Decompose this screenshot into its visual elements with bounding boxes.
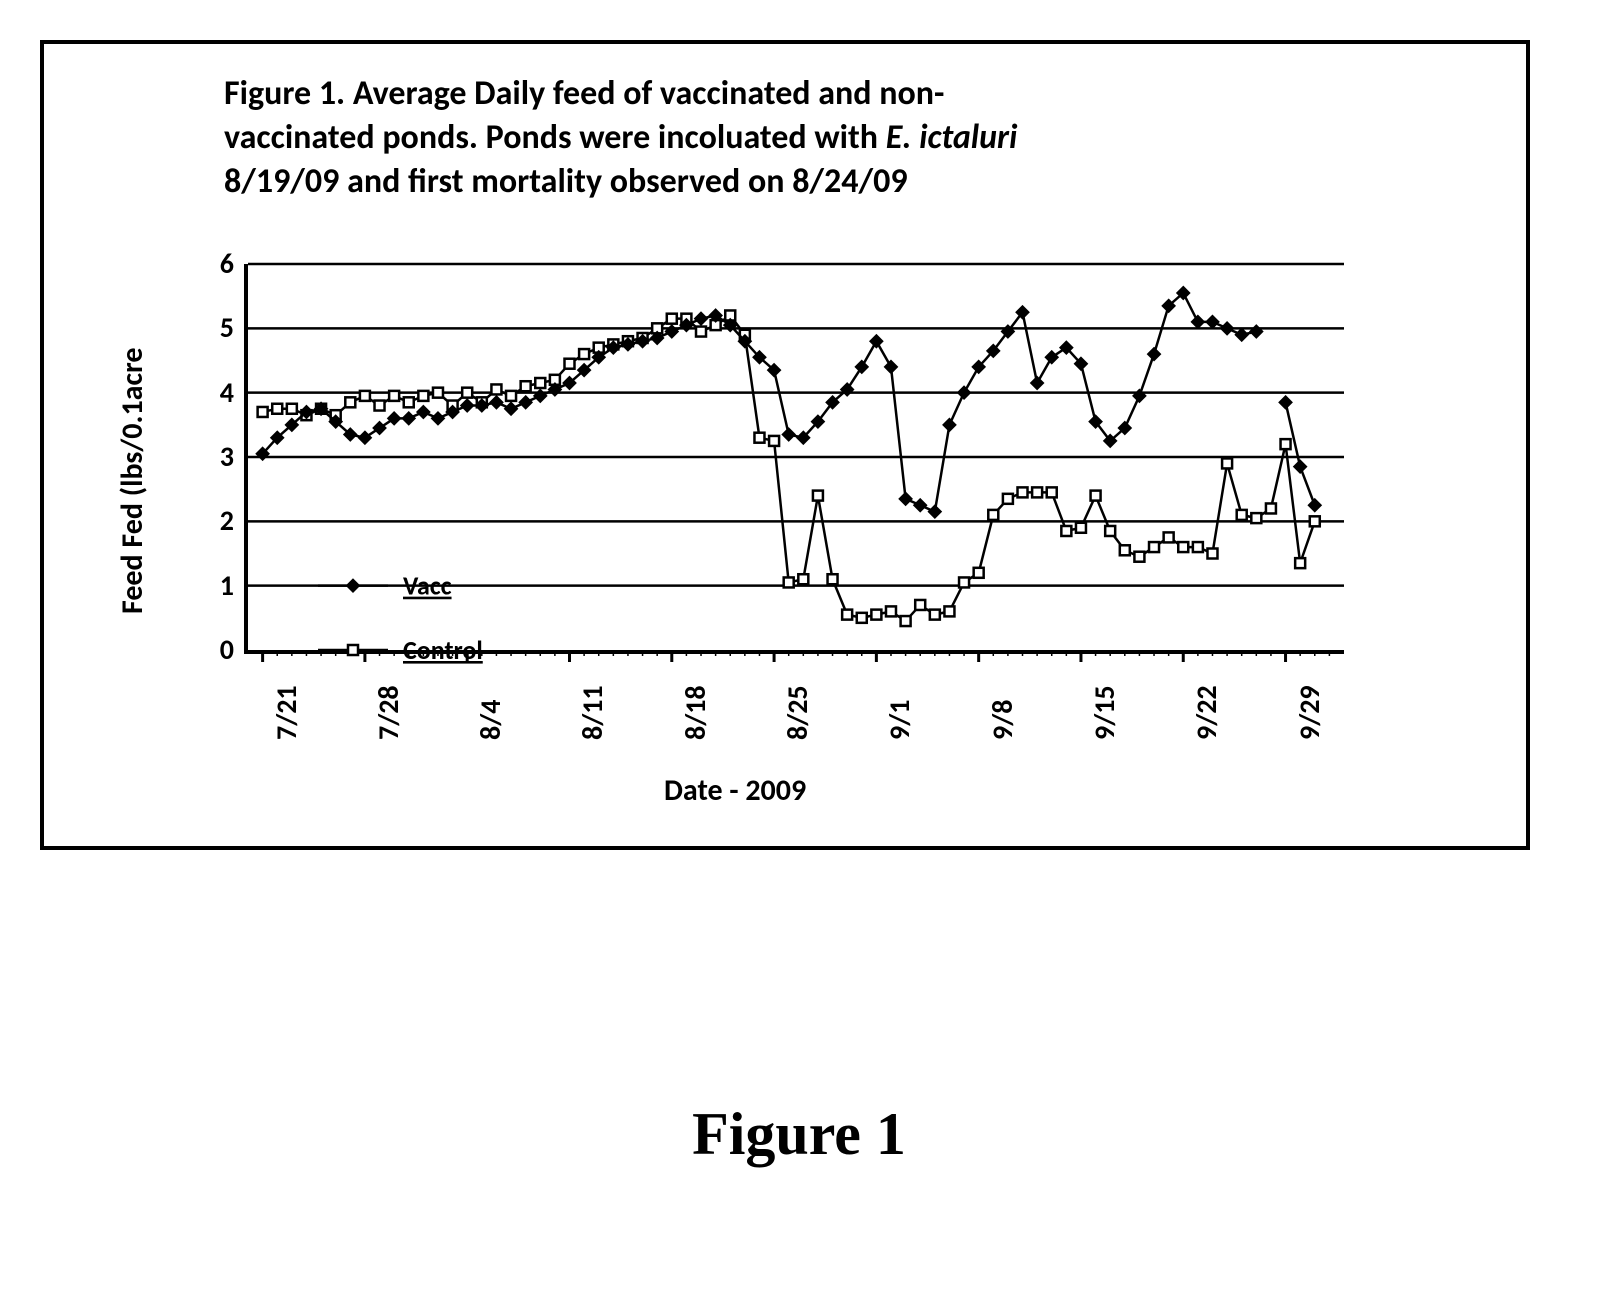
x-tick-label: 8/11 [575,685,610,740]
x-tick-label: 8/4 [473,700,508,740]
x-tick-label: 8/18 [678,685,713,740]
y-axis-label: Feed Fed (lbs/0.1acre [114,348,151,614]
figure-caption: Figure 1 [0,1100,1598,1169]
title-italic: E. ictaluri [886,117,1018,158]
x-tick-label: 8/25 [780,685,815,740]
y-tick-label: 3 [194,439,234,474]
svg-text:Vacc: Vacc [403,570,452,602]
title-line-3: 8/19/09 and first mortality observed on … [224,161,908,202]
y-tick-label: 4 [194,375,234,410]
title-line-1: Figure 1. Average Daily feed of vaccinat… [224,73,944,114]
chart-card: Figure 1. Average Daily feed of vaccinat… [40,40,1530,850]
x-tick-label: 7/28 [371,685,406,740]
y-tick-label: 2 [194,503,234,538]
legend: Vacc Control [318,570,483,666]
plot-svg: VaccControl [248,264,1348,654]
y-tick-label: 1 [194,568,234,603]
x-tick-label: 9/15 [1087,685,1122,740]
y-tick-label: 0 [194,632,234,667]
svg-text:Control: Control [403,634,483,666]
x-tick-label: 9/8 [985,700,1020,740]
chart-title: Figure 1. Average Daily feed of vaccinat… [224,72,1224,205]
x-tick-label: 9/22 [1189,685,1224,740]
y-tick-label: 6 [194,246,234,281]
y-tick-label: 5 [194,310,234,345]
title-line-2a: vaccinated ponds. Ponds were incoluated … [224,117,886,158]
page: Figure 1. Average Daily feed of vaccinat… [0,0,1598,1290]
x-axis-label: Date - 2009 [664,772,806,809]
x-tick-label: 9/29 [1292,685,1327,740]
plot-area: VaccControl [244,264,1344,654]
x-tick-label: 7/21 [269,685,304,740]
x-tick-label: 9/1 [882,700,917,740]
